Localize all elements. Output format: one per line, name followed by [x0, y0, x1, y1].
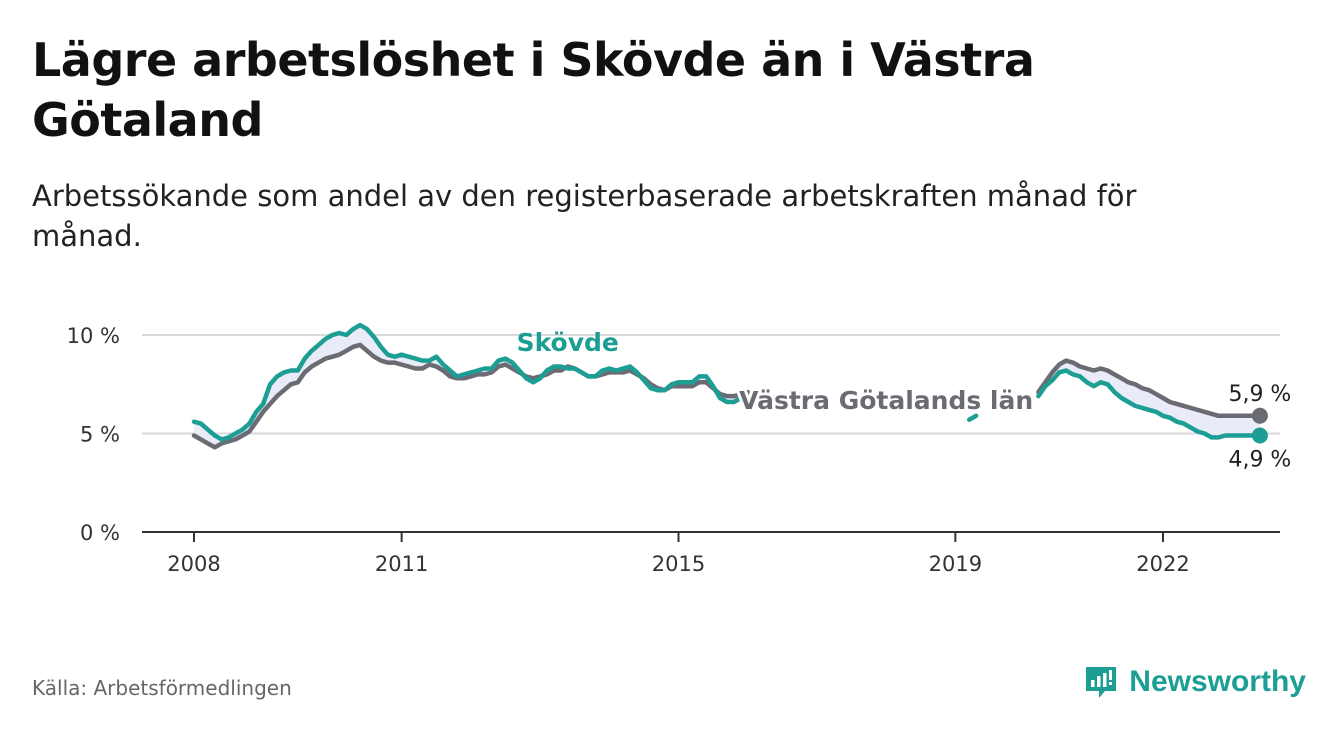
series-lines	[191, 322, 1268, 450]
x-tick-label: 2015	[652, 552, 705, 576]
series-line-skovde	[191, 322, 750, 442]
y-tick-label: 0 %	[80, 521, 120, 545]
axes: 0 % 5 % 10 % 2008 2011 2015 2019 2022	[67, 324, 1280, 576]
band-area	[194, 325, 748, 448]
x-tick-label: 2008	[167, 552, 220, 576]
series-labels: Skövde Västra Götalands län 5,9 % 4,9 %	[517, 328, 1292, 473]
x-tick-label: 2019	[929, 552, 982, 576]
end-value-label-skovde: 4,9 %	[1228, 447, 1291, 472]
y-tick-label: 5 %	[80, 423, 120, 447]
end-value-label-vastra-gotaland: 5,9 %	[1228, 382, 1291, 407]
source-note: Källa: Arbetsförmedlingen	[32, 676, 292, 700]
end-point-vastra-gotaland	[1251, 407, 1268, 424]
x-tick-label: 2011	[375, 552, 428, 576]
difference-band	[194, 325, 1260, 448]
band-area	[1038, 360, 1260, 438]
series-line-vastra-gotaland	[191, 342, 750, 450]
bar-chart-icon	[1086, 667, 1117, 698]
end-point-skovde	[1251, 427, 1268, 444]
chart-subtitle: Arbetssökande som andel av den registerb…	[32, 179, 1137, 253]
series-line-vastra-gotaland	[1036, 358, 1263, 419]
chart-title: Lägre arbetslöshet i Skövde än i Västra …	[32, 33, 1035, 147]
series-label-skovde: Skövde	[517, 328, 619, 357]
y-tick-label: 10 %	[67, 324, 120, 348]
x-tick-label: 2022	[1136, 552, 1189, 576]
series-line-skovde	[966, 413, 979, 422]
series-line-skovde	[1036, 368, 1263, 440]
series-label-vastra-gotaland: Västra Götalands län	[739, 386, 1033, 415]
brand-logo: Newsworthy	[1083, 660, 1306, 704]
brand-name: Newsworthy	[1129, 665, 1306, 698]
